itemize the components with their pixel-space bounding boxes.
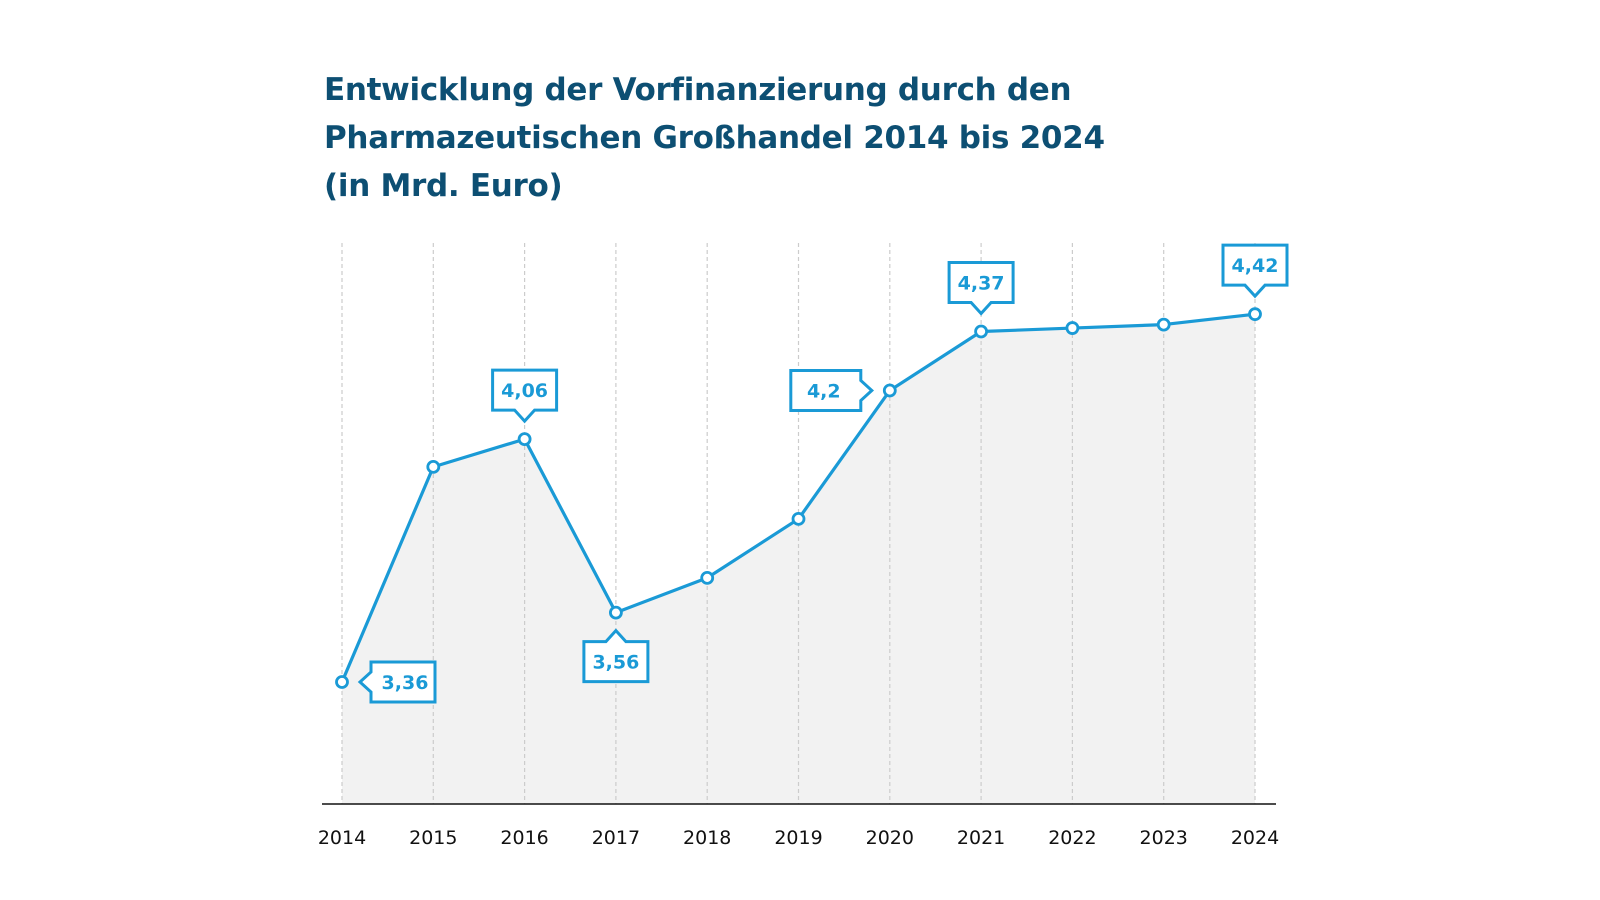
chart-title: Entwicklung der Vorfinanzierung durch de… <box>324 66 1105 210</box>
chart-title-line-2: Pharmazeutischen Großhandel 2014 bis 202… <box>324 120 1105 156</box>
x-tick-label-2017: 2017 <box>592 827 640 849</box>
data-points <box>335 307 1262 689</box>
data-label-2024: 4,42 <box>1221 243 1289 299</box>
data-label-box <box>789 369 875 413</box>
x-tick-label-2015: 2015 <box>409 827 457 849</box>
data-point-2018 <box>700 571 715 585</box>
data-label-box <box>1221 243 1289 299</box>
data-label-text: 3,56 <box>592 652 639 674</box>
data-label-2020: 4,2 <box>789 369 875 413</box>
data-label-text: 4,06 <box>501 380 548 402</box>
x-tick-label-2021: 2021 <box>957 827 1005 849</box>
chart-title-line-3: (in Mrd. Euro) <box>324 168 563 204</box>
data-labels: 3,36 4,06 3,56 4,2 4,37 4,42 <box>357 243 1289 704</box>
data-label-text: 4,42 <box>1232 255 1279 277</box>
data-point-2022 <box>1065 321 1080 335</box>
x-tick-label-2024: 2024 <box>1231 827 1279 849</box>
data-point-2016 <box>517 432 532 447</box>
gridlines <box>341 243 1256 804</box>
x-tick-label-2014: 2014 <box>318 827 366 849</box>
data-label-2016: 4,06 <box>491 368 559 424</box>
data-point-2019 <box>791 512 806 526</box>
data-label-2014: 3,36 <box>357 660 437 704</box>
data-point-2023 <box>1156 317 1171 332</box>
x-tick-label-2022: 2022 <box>1048 827 1096 849</box>
data-label-2017: 3,56 <box>582 628 650 684</box>
data-point-2021 <box>974 324 988 339</box>
data-point-2024 <box>1248 307 1262 322</box>
data-label-text: 4,2 <box>807 381 841 403</box>
x-tick-label-2019: 2019 <box>774 827 822 849</box>
chart-title-line-1: Entwicklung der Vorfinanzierung durch de… <box>324 72 1072 108</box>
data-label-2021: 4,37 <box>947 261 1015 316</box>
data-point-2020 <box>882 383 897 398</box>
data-label-text: 3,36 <box>382 672 429 694</box>
x-tick-label-2016: 2016 <box>500 827 548 849</box>
data-point-2015 <box>426 459 441 474</box>
data-label-box <box>947 261 1015 316</box>
x-tick-label-2018: 2018 <box>683 827 731 849</box>
x-tick-label-2023: 2023 <box>1140 827 1188 849</box>
data-point-2017 <box>609 605 623 620</box>
data-label-box <box>491 368 559 424</box>
data-label-box <box>582 628 650 684</box>
data-label-box <box>357 660 437 704</box>
x-tick-labels: 2014 2015 2016 2017 2018 2019 2020 2021 2022 2023… <box>318 827 1279 849</box>
data-point-2014 <box>335 675 349 689</box>
x-tick-label-2020: 2020 <box>866 827 914 849</box>
data-label-text: 4,37 <box>958 273 1005 295</box>
